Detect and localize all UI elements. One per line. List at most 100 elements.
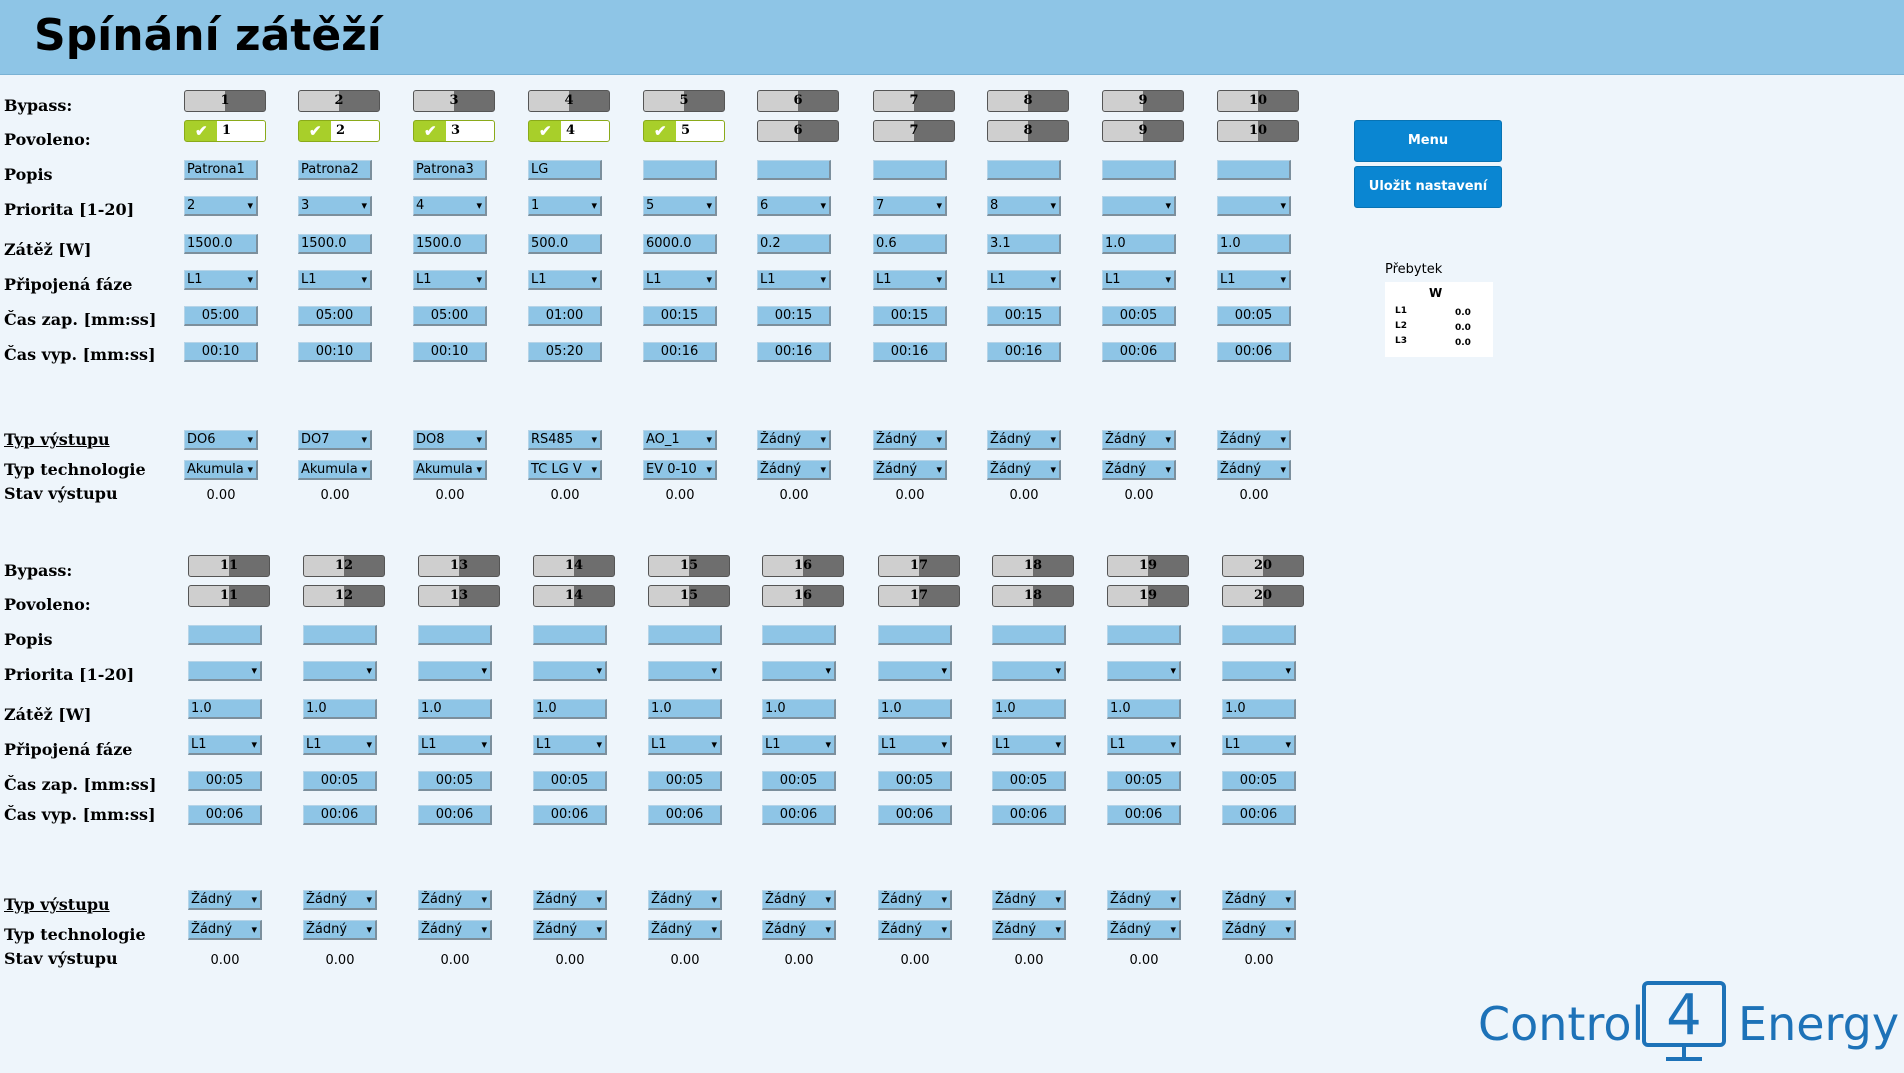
enabled-toggle[interactable]: ✔ 2 [298, 120, 380, 142]
description-input[interactable] [1102, 160, 1176, 180]
priority-select[interactable]: 7 ▾ [873, 196, 947, 216]
priority-select[interactable]: ▾ [1217, 196, 1291, 216]
technology-select[interactable]: Žádný ▾ [188, 920, 262, 940]
bypass-toggle[interactable]: 6 [757, 90, 839, 112]
bypass-toggle[interactable]: 15 [648, 555, 730, 577]
technology-select[interactable]: Žádný ▾ [987, 460, 1061, 480]
technology-select[interactable]: Žádný ▾ [1107, 920, 1181, 940]
output-type-select[interactable]: AO_1 ▾ [643, 430, 717, 450]
technology-select[interactable]: Žádný ▾ [1222, 920, 1296, 940]
output-type-select[interactable]: Žádný ▾ [987, 430, 1061, 450]
bypass-toggle[interactable]: 5 [643, 90, 725, 112]
enabled-toggle[interactable]: ✔ 1 [184, 120, 266, 142]
load-power-input[interactable]: 0.6 [873, 234, 947, 254]
technology-select[interactable]: Žádný ▾ [303, 920, 377, 940]
save-settings-button[interactable]: Uložit nastavení [1354, 166, 1502, 208]
priority-select[interactable]: 4 ▾ [413, 196, 487, 216]
bypass-toggle[interactable]: 16 [762, 555, 844, 577]
phase-select[interactable]: L1 ▾ [992, 735, 1066, 755]
phase-select[interactable]: L1 ▾ [648, 735, 722, 755]
on-time-input[interactable]: 00:05 [1217, 306, 1291, 326]
enabled-toggle[interactable]: ✔13 [418, 585, 500, 607]
phase-select[interactable]: L1 ▾ [643, 270, 717, 290]
on-time-input[interactable]: 05:00 [298, 306, 372, 326]
phase-select[interactable]: L1 ▾ [1107, 735, 1181, 755]
bypass-toggle[interactable]: 12 [303, 555, 385, 577]
load-power-input[interactable]: 1.0 [1222, 699, 1296, 719]
bypass-toggle[interactable]: 10 [1217, 90, 1299, 112]
on-time-input[interactable]: 00:05 [878, 771, 952, 791]
description-input[interactable]: Patrona3 [413, 160, 487, 180]
bypass-toggle[interactable]: 14 [533, 555, 615, 577]
priority-select[interactable]: ▾ [418, 661, 492, 681]
on-time-input[interactable]: 01:00 [528, 306, 602, 326]
description-input[interactable] [757, 160, 831, 180]
output-type-select[interactable]: Žádný ▾ [992, 890, 1066, 910]
output-type-select[interactable]: Žádný ▾ [878, 890, 952, 910]
phase-select[interactable]: L1 ▾ [533, 735, 607, 755]
output-type-select[interactable]: Žádný ▾ [873, 430, 947, 450]
bypass-toggle[interactable]: 4 [528, 90, 610, 112]
technology-select[interactable]: Akumula ▾ [413, 460, 487, 480]
priority-select[interactable]: ▾ [762, 661, 836, 681]
load-power-input[interactable]: 1.0 [992, 699, 1066, 719]
output-type-select[interactable]: Žádný ▾ [757, 430, 831, 450]
technology-select[interactable]: Žádný ▾ [533, 920, 607, 940]
off-time-input[interactable]: 00:06 [648, 805, 722, 825]
technology-select[interactable]: TC LG V ▾ [528, 460, 602, 480]
on-time-input[interactable]: 00:05 [1102, 306, 1176, 326]
load-power-input[interactable]: 1.0 [648, 699, 722, 719]
priority-select[interactable]: ▾ [303, 661, 377, 681]
row-label-output-type[interactable]: Typ výstupu [4, 430, 110, 449]
enabled-toggle[interactable]: ✔20 [1222, 585, 1304, 607]
description-input[interactable] [992, 625, 1066, 645]
off-time-input[interactable]: 00:06 [1222, 805, 1296, 825]
description-input[interactable] [648, 625, 722, 645]
off-time-input[interactable]: 00:06 [303, 805, 377, 825]
description-input[interactable]: LG [528, 160, 602, 180]
phase-select[interactable]: L1 ▾ [303, 735, 377, 755]
description-input[interactable] [762, 625, 836, 645]
priority-select[interactable]: ▾ [1107, 661, 1181, 681]
on-time-input[interactable]: 05:00 [413, 306, 487, 326]
output-type-select[interactable]: Žádný ▾ [188, 890, 262, 910]
phase-select[interactable]: L1 ▾ [413, 270, 487, 290]
enabled-toggle[interactable]: ✔17 [878, 585, 960, 607]
priority-select[interactable]: ▾ [1102, 196, 1176, 216]
load-power-input[interactable]: 500.0 [528, 234, 602, 254]
off-time-input[interactable]: 05:20 [528, 342, 602, 362]
enabled-toggle[interactable]: ✔7 [873, 120, 955, 142]
bypass-toggle[interactable]: 1 [184, 90, 266, 112]
enabled-toggle[interactable]: ✔9 [1102, 120, 1184, 142]
priority-select[interactable]: ▾ [533, 661, 607, 681]
phase-select[interactable]: L1 ▾ [873, 270, 947, 290]
load-power-input[interactable]: 1.0 [188, 699, 262, 719]
load-power-input[interactable]: 1.0 [762, 699, 836, 719]
priority-select[interactable]: ▾ [648, 661, 722, 681]
phase-select[interactable]: L1 ▾ [1217, 270, 1291, 290]
on-time-input[interactable]: 00:05 [188, 771, 262, 791]
off-time-input[interactable]: 00:16 [643, 342, 717, 362]
on-time-input[interactable]: 00:05 [992, 771, 1066, 791]
output-type-select[interactable]: Žádný ▾ [762, 890, 836, 910]
enabled-toggle[interactable]: ✔8 [987, 120, 1069, 142]
off-time-input[interactable]: 00:16 [757, 342, 831, 362]
technology-select[interactable]: EV 0-10 ▾ [643, 460, 717, 480]
on-time-input[interactable]: 00:15 [757, 306, 831, 326]
output-type-select[interactable]: Žádný ▾ [1107, 890, 1181, 910]
output-type-select[interactable]: Žádný ▾ [533, 890, 607, 910]
priority-select[interactable]: ▾ [1222, 661, 1296, 681]
enabled-toggle[interactable]: ✔15 [648, 585, 730, 607]
off-time-input[interactable]: 00:06 [1102, 342, 1176, 362]
bypass-toggle[interactable]: 20 [1222, 555, 1304, 577]
on-time-input[interactable]: 00:05 [648, 771, 722, 791]
bypass-toggle[interactable]: 7 [873, 90, 955, 112]
priority-select[interactable]: 3 ▾ [298, 196, 372, 216]
technology-select[interactable]: Žádný ▾ [757, 460, 831, 480]
description-input[interactable] [418, 625, 492, 645]
enabled-toggle[interactable]: ✔ 4 [528, 120, 610, 142]
load-power-input[interactable]: 1.0 [418, 699, 492, 719]
output-type-select[interactable]: Žádný ▾ [1222, 890, 1296, 910]
enabled-toggle[interactable]: ✔ 5 [643, 120, 725, 142]
bypass-toggle[interactable]: 13 [418, 555, 500, 577]
